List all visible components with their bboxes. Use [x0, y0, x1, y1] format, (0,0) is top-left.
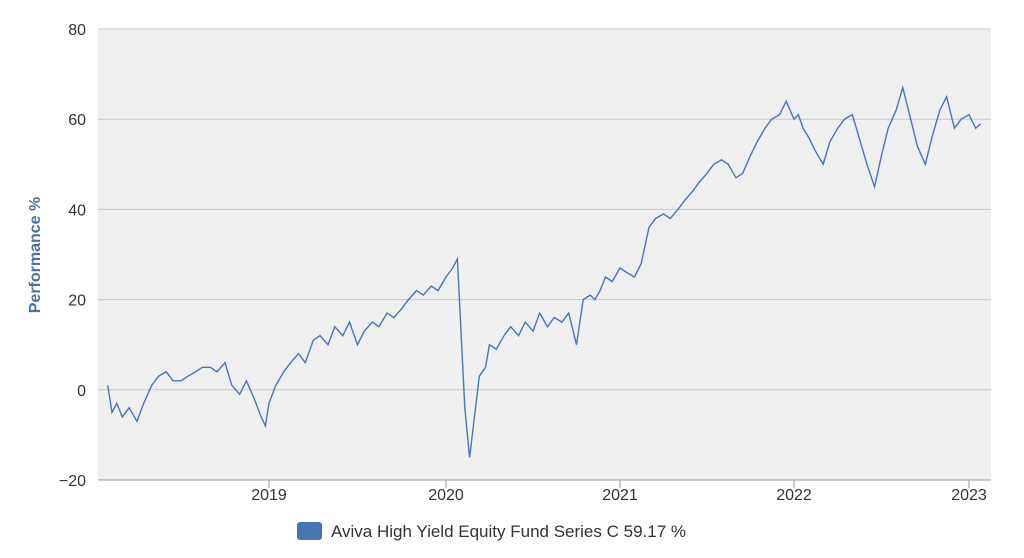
y-tick-label: 20 — [68, 293, 86, 310]
x-axis-ticks: 2019 2020 2021 2022 2023 — [251, 480, 987, 504]
y-tick-label: 80 — [68, 22, 86, 39]
series-line — [107, 84, 981, 458]
y-tick-label: 40 — [68, 202, 86, 219]
legend[interactable]: Aviva High Yield Equity Fund Series C 59… — [297, 522, 686, 541]
legend-label[interactable]: Aviva High Yield Equity Fund Series C 59… — [331, 522, 686, 541]
y-axis-label: Performance % — [27, 197, 44, 314]
gridlines — [98, 28, 991, 391]
x-tick-label: 2023 — [951, 487, 987, 504]
y-axis-ticks: 80 60 40 20 0 −20 — [59, 22, 86, 490]
x-tick-label: 2019 — [251, 487, 287, 504]
y-tick-label: −20 — [59, 473, 86, 490]
x-tick-label: 2021 — [602, 487, 638, 504]
y-tick-label: 60 — [68, 112, 86, 129]
y-tick-label: 0 — [77, 383, 86, 400]
x-tick-label: 2022 — [776, 487, 812, 504]
legend-swatch[interactable] — [297, 522, 322, 540]
x-tick-label: 2020 — [428, 487, 464, 504]
plot-area — [98, 29, 991, 480]
